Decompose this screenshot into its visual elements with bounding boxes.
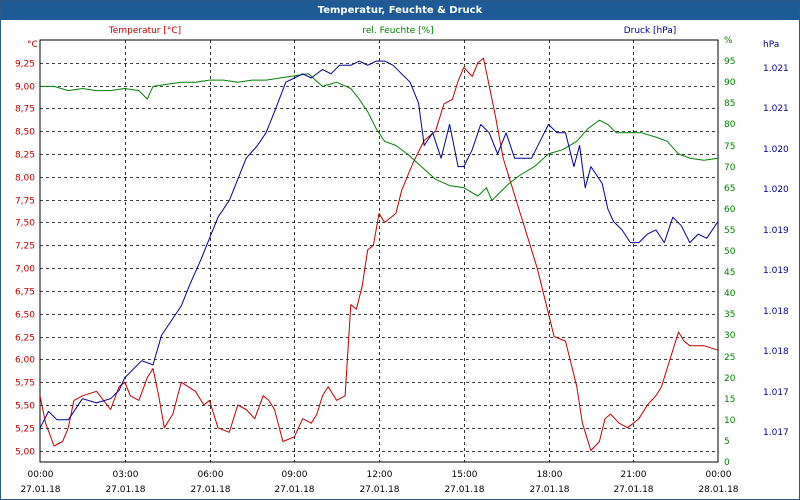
x-tick-time: 12:00 (367, 470, 393, 480)
x-tick-time: 18:00 (537, 470, 563, 480)
temp-tick-label: 6,75 (15, 288, 35, 298)
humidity-tick-label: 80 (724, 120, 736, 130)
humidity-line (40, 73, 719, 201)
humidity-tick-label: 70 (724, 163, 736, 173)
axis-labels: 5,00 5,25 5,50 5,75 6,00 6,25 6,50 6,75 7,00 7,25… (15, 36, 789, 495)
pressure-tick-label: 1.020 (763, 185, 789, 195)
x-tick-date: 27.01.18 (105, 485, 145, 495)
x-tick-time: 09:00 (282, 470, 308, 480)
humidity-tick-label: 85 (724, 99, 735, 109)
temp-tick-label: 5,50 (15, 402, 35, 412)
humidity-tick-label: 90 (724, 78, 736, 88)
legend-temperature: Temperatur [°C] (108, 26, 181, 36)
x-tick-time: 06:00 (198, 470, 224, 480)
humidity-tick-label: 40 (724, 289, 736, 299)
pressure-line (39, 60, 719, 429)
temp-tick-label: 8,75 (15, 105, 35, 115)
temperature-line (39, 57, 719, 452)
legend-pressure: Druck [hPa] (624, 26, 677, 36)
grid (39, 39, 719, 463)
x-tick-time: 03:00 (113, 470, 139, 480)
pressure-tick-label: 1.021 (763, 104, 789, 114)
temp-tick-label: 5,25 (15, 425, 35, 435)
x-tick-date: 28.01.18 (698, 485, 738, 495)
pressure-tick-label: 1.019 (763, 266, 789, 276)
humidity-tick-label: 50 (724, 247, 736, 257)
temp-tick-label: 7,00 (15, 265, 35, 275)
temp-tick-label: 6,50 (15, 311, 35, 321)
pressure-tick-label: 1.019 (763, 226, 789, 236)
temp-tick-label: 8,50 (15, 128, 35, 138)
x-tick-date: 27.01.18 (444, 485, 484, 495)
temp-tick-label: 9,25 (15, 60, 35, 70)
series-layer (39, 57, 719, 452)
pressure-axis-unit: hPa (763, 40, 779, 50)
pressure-tick-label: 1.018 (763, 307, 789, 317)
window-title: Temperatur, Feuchte & Druck (1, 1, 799, 20)
left-axis-unit: °C (27, 40, 38, 50)
x-tick-time: 00:00 (706, 470, 732, 480)
humidity-tick-label: 0 (724, 458, 730, 468)
humidity-tick-label: 20 (724, 374, 736, 384)
pressure-tick-label: 1.018 (763, 347, 789, 357)
pressure-tick-label: 1.017 (763, 428, 789, 438)
pressure-tick-label: 1.017 (763, 388, 789, 398)
humidity-tick-label: 65 (724, 184, 735, 194)
x-tick-date: 27.01.18 (613, 485, 653, 495)
temp-tick-label: 8,00 (15, 174, 35, 184)
humidity-tick-label: 15 (724, 395, 735, 405)
humidity-tick-label: 60 (724, 205, 736, 215)
x-tick-time: 00:00 (28, 470, 54, 480)
humidity-tick-label: 95 (724, 57, 735, 67)
humidity-tick-label: 5 (724, 437, 730, 447)
humidity-tick-label: 10 (724, 416, 736, 426)
x-tick-time: 15:00 (452, 470, 478, 480)
pressure-tick-label: 1.020 (763, 145, 789, 155)
x-tick-date: 27.01.18 (274, 485, 314, 495)
x-tick-date: 27.01.18 (359, 485, 399, 495)
pressure-tick-label: 1.021 (763, 64, 789, 74)
legend-humidity: rel. Feuchte [%] (362, 26, 433, 36)
temp-tick-label: 8,25 (15, 151, 35, 161)
temp-tick-label: 7,50 (15, 219, 35, 229)
humidity-tick-label: 35 (724, 310, 735, 320)
plot-frame (39, 39, 719, 463)
humidity-tick-label: 45 (724, 268, 735, 278)
x-tick-time: 21:00 (621, 470, 647, 480)
temp-tick-label: 6,00 (15, 356, 35, 366)
humidity-tick-label: 55 (724, 226, 735, 236)
temp-tick-label: 7,25 (15, 242, 35, 252)
temp-tick-label: 5,00 (15, 448, 35, 458)
temp-tick-label: 9,00 (15, 83, 35, 93)
humidity-tick-label: % (724, 36, 733, 46)
temp-tick-label: 5,75 (15, 379, 35, 389)
humidity-tick-label: 25 (724, 353, 735, 363)
x-tick-date: 27.01.18 (20, 485, 60, 495)
x-tick-date: 27.01.18 (190, 485, 230, 495)
temp-tick-label: 7,75 (15, 197, 35, 207)
humidity-tick-label: 30 (724, 331, 736, 341)
humidity-tick-label: 75 (724, 142, 735, 152)
x-tick-date: 27.01.18 (529, 485, 569, 495)
temp-tick-label: 6,25 (15, 334, 35, 344)
